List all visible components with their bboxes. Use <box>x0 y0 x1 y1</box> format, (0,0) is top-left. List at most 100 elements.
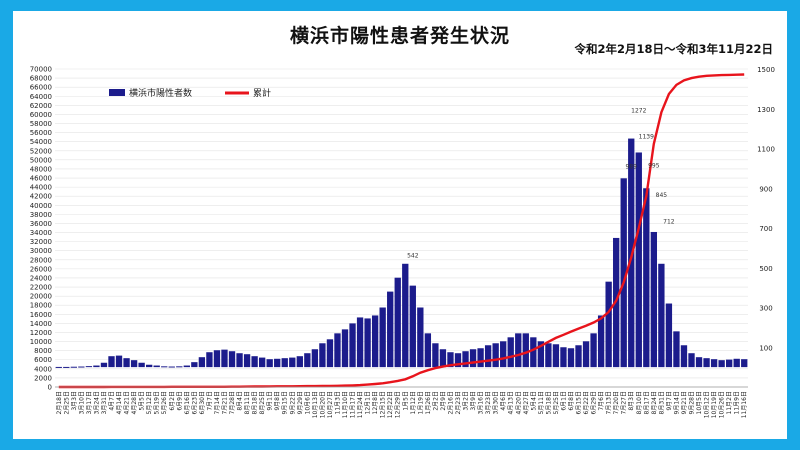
bar <box>161 366 168 368</box>
x-tick-label: 8月24日 <box>651 391 658 414</box>
left-y-tick-label: 32000 <box>30 238 52 246</box>
left-y-tick-label: 16000 <box>30 311 52 319</box>
x-tick-label: 10月20日 <box>319 391 326 418</box>
x-tick-label: 9月1日 <box>267 391 274 411</box>
bar <box>680 345 688 368</box>
x-tick-label: 9月8日 <box>274 391 281 411</box>
left-y-tick-label: 4000 <box>34 365 52 373</box>
chart-svg: 542 989 1272 1139 995 845 712 0 200040006000800… <box>30 66 775 419</box>
bar <box>334 333 341 368</box>
x-tick-label: 8月31日 <box>658 391 665 414</box>
bar <box>469 349 477 368</box>
x-tick-label: 11月17日 <box>350 391 357 418</box>
x-tick-label: 8月11日 <box>244 391 251 414</box>
bar <box>530 337 537 368</box>
x-tick-label: 10月27日 <box>327 391 334 418</box>
x-tick-label: 2月2日 <box>432 391 439 411</box>
bar <box>228 351 236 368</box>
legend-label-bars: 横浜市陽性者数 <box>129 87 192 99</box>
x-tick-label: 3月2日 <box>463 391 470 411</box>
peak-data-label: 995 <box>648 162 660 169</box>
peak-data-label: 845 <box>656 192 668 199</box>
x-tick-label: 11月16日 <box>741 391 748 418</box>
left-y-tick-label: 48000 <box>30 165 52 173</box>
bar <box>650 231 658 368</box>
x-tick-label: 9月22日 <box>289 391 296 414</box>
bar <box>635 152 642 368</box>
left-y-tick-label: 18000 <box>30 302 52 310</box>
x-tick-label: 1月5日 <box>402 391 409 411</box>
bar <box>274 358 281 368</box>
bar <box>341 329 349 368</box>
x-tick-label: 11月2日 <box>726 391 733 414</box>
x-tick-label: 7月7日 <box>206 391 213 411</box>
x-tick-label: 4月21日 <box>124 391 131 414</box>
x-tick-label: 12月29日 <box>395 391 402 418</box>
x-tick-label: 5月25日 <box>553 391 560 414</box>
left-y-tick-label: 64000 <box>30 93 52 101</box>
legend-swatch-bars <box>109 89 125 96</box>
x-tick-label: 2月25日 <box>63 391 70 414</box>
x-tick-label: 3月30日 <box>493 391 500 414</box>
left-y-tick-label: 58000 <box>30 120 52 128</box>
left-y-tick-label: 12000 <box>30 329 52 337</box>
x-tick-label: 4月13日 <box>508 391 515 414</box>
x-tick-label: 3月3日 <box>71 391 78 411</box>
x-tick-label: 6月16日 <box>184 391 191 414</box>
bar <box>552 344 560 368</box>
bar <box>319 343 326 368</box>
bar <box>394 277 401 368</box>
x-tick-label: 4月14日 <box>116 391 123 414</box>
left-y-tick-label: 34000 <box>30 229 52 237</box>
x-tick-label: 2月18日 <box>56 391 63 414</box>
x-tick-label: 10月5日 <box>696 391 703 414</box>
x-tick-label: 5月11日 <box>538 391 545 414</box>
left-y-tick-label: 26000 <box>30 265 52 273</box>
left-y-tick-label: 68000 <box>30 75 52 83</box>
peak-data-label: 1272 <box>631 107 646 114</box>
bar <box>78 366 85 368</box>
left-y-tick-label: 38000 <box>30 211 52 219</box>
bar <box>191 362 198 368</box>
right-y-tick-label: 300 <box>759 305 772 313</box>
bar <box>364 318 371 368</box>
left-y-tick-label: 54000 <box>30 138 52 146</box>
left-y-tick-label: 66000 <box>30 84 52 92</box>
bar <box>658 263 665 368</box>
left-y-tick-label: 28000 <box>30 256 52 264</box>
x-tick-label: 7月21日 <box>221 391 228 414</box>
x-tick-label: 4月20日 <box>515 391 522 414</box>
bar <box>115 355 123 368</box>
left-y-tick-label: 30000 <box>30 247 52 255</box>
x-tick-label: 9月7日 <box>666 391 673 411</box>
bar <box>387 291 394 368</box>
left-y-tick-label: 36000 <box>30 220 52 228</box>
x-tick-label: 1月26日 <box>425 391 432 414</box>
left-y-tick-label: 52000 <box>30 147 52 155</box>
left-y-tick-label: 6000 <box>34 356 52 364</box>
bar <box>258 357 266 368</box>
left-y-tick-label: 44000 <box>30 184 52 192</box>
left-y-tick-label: 0 <box>48 384 52 392</box>
x-tick-label: 11月3日 <box>334 391 341 414</box>
x-tick-label: 5月26日 <box>161 391 168 414</box>
x-tick-label: 12月22日 <box>387 391 394 418</box>
bar <box>153 365 160 368</box>
x-tick-label: 6月2日 <box>169 391 176 411</box>
x-tick-label: 7月13日 <box>606 391 613 414</box>
right-y-tick-label: 1100 <box>757 146 775 154</box>
bar <box>371 315 379 368</box>
bar <box>243 354 251 368</box>
x-tick-label: 6月23日 <box>191 391 198 414</box>
bar <box>560 347 567 368</box>
x-tick-label: 2月23日 <box>455 391 462 414</box>
right-y-tick-label: 1500 <box>757 66 775 74</box>
x-tick-label: 9月14日 <box>673 391 680 414</box>
x-tick-label: 9月28日 <box>689 391 696 414</box>
bar <box>356 317 364 368</box>
bar <box>304 353 311 368</box>
right-y-tick-label: 900 <box>759 185 772 193</box>
bar <box>500 341 507 368</box>
x-tick-label: 6月15日 <box>576 391 583 414</box>
bar <box>123 358 130 368</box>
